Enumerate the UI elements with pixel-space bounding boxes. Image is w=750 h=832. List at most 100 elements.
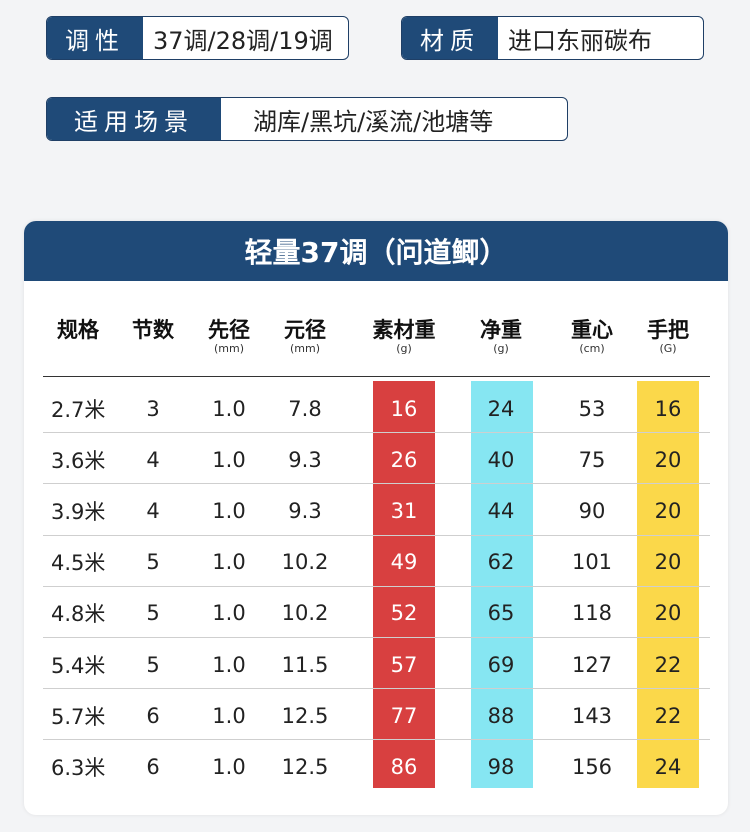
table-cell: 75 <box>578 447 606 472</box>
table-cell: 24 <box>654 755 682 779</box>
column-header-unit: (mm) <box>213 342 244 355</box>
table-cell: 24 <box>487 396 515 421</box>
raw-weight-highlight <box>373 381 435 788</box>
row-divider <box>43 432 710 434</box>
column-header-label: 手把 <box>647 318 689 342</box>
table-cell: 156 <box>571 755 613 779</box>
table-cell: 7.8 <box>288 396 322 421</box>
tone-label: 调性 <box>47 17 143 59</box>
table-title: 轻量37调（问道鲫） <box>24 221 728 281</box>
column-header-label: 规格 <box>57 318 99 342</box>
column-header: 节数 <box>132 314 174 344</box>
column-header-label: 先径 <box>208 318 250 342</box>
table-cell: 101 <box>571 550 613 575</box>
scene-label: 适用场景 <box>47 98 221 140</box>
table-cell: 22 <box>654 703 682 728</box>
table-cell: 20 <box>654 601 682 626</box>
table-cell: 3 <box>146 396 160 421</box>
table-cell: 1.0 <box>212 499 246 523</box>
column-header: 素材重 (g) <box>373 314 436 355</box>
table-cell: 98 <box>487 755 515 779</box>
table-cell: 90 <box>578 499 606 523</box>
table-cell: 1.0 <box>212 703 246 728</box>
table-cell: 86 <box>390 755 418 779</box>
column-header: 元径 (mm) <box>284 314 326 355</box>
scene-value: 湖库/黑坑/溪流/池塘等 <box>253 107 494 136</box>
table-cell: 118 <box>571 601 613 626</box>
table-cell: 65 <box>487 601 515 626</box>
column-header: 净重 (g) <box>480 314 522 355</box>
tone-value: 37调/28调/19调 <box>153 26 333 55</box>
scene-spec: 适用场景 湖库/黑坑/溪流/池塘等 <box>46 97 568 141</box>
column-header-label: 重心 <box>571 318 613 342</box>
table-cell: 20 <box>654 499 682 523</box>
table-cell: 4.8米 <box>51 602 106 627</box>
table-cell: 52 <box>390 601 418 626</box>
column-header: 手把 (G) <box>647 314 689 355</box>
table-cell: 20 <box>654 550 682 575</box>
row-divider <box>43 637 710 638</box>
material-spec: 材质 进口东丽碳布 <box>401 16 704 60</box>
column-header: 规格 <box>57 314 99 344</box>
table-cell: 62 <box>487 550 515 575</box>
table-cell: 1.0 <box>212 447 246 472</box>
column-header-label: 节数 <box>132 318 174 342</box>
table-cell: 12.5 <box>281 755 329 779</box>
table-cell: 3.9米 <box>51 500 106 524</box>
table-cell: 3.6米 <box>51 448 106 473</box>
row-divider <box>43 585 710 587</box>
row-divider <box>43 483 710 485</box>
table-cell: 1.0 <box>212 550 246 575</box>
column-header-unit: (cm) <box>579 342 605 355</box>
table-cell: 20 <box>654 447 682 472</box>
table-cell: 127 <box>571 652 613 677</box>
column-header-unit: (mm) <box>289 342 320 355</box>
table-cell: 44 <box>487 499 515 523</box>
column-header-unit: (g) <box>493 342 509 355</box>
table-cell: 9.3 <box>288 499 322 523</box>
table-cell: 77 <box>390 703 418 728</box>
column-header: 先径 (mm) <box>208 314 250 355</box>
table-cell: 5 <box>146 652 160 677</box>
material-value: 进口东丽碳布 <box>508 26 652 55</box>
table-cell: 1.0 <box>212 601 246 626</box>
table-cell: 26 <box>390 447 418 472</box>
header-divider <box>43 376 710 377</box>
table-cell: 11.5 <box>281 652 329 677</box>
table-cell: 6.3米 <box>51 756 106 780</box>
table-cell: 10.2 <box>281 601 329 626</box>
table-cell: 40 <box>487 447 515 472</box>
table-cell: 5.7米 <box>51 704 106 729</box>
column-header: 重心 (cm) <box>571 314 613 355</box>
table-cell: 9.3 <box>288 447 322 472</box>
table-cell: 4 <box>146 499 160 523</box>
table-cell: 143 <box>571 703 613 728</box>
table-cell: 49 <box>390 550 418 575</box>
table-cell: 10.2 <box>281 550 329 575</box>
table-cell: 16 <box>654 396 682 421</box>
net-weight-highlight <box>471 381 533 788</box>
column-header-label: 元径 <box>284 318 326 342</box>
material-label: 材质 <box>402 17 498 59</box>
table-cell: 5.4米 <box>51 653 106 678</box>
table-cell: 31 <box>390 499 418 523</box>
table-cell: 5 <box>146 601 160 626</box>
table-cell: 5 <box>146 550 160 575</box>
table-cell: 6 <box>146 755 160 779</box>
row-divider <box>43 534 710 536</box>
table-cell: 22 <box>654 652 682 677</box>
table-cell: 4.5米 <box>51 551 106 576</box>
column-header-label: 净重 <box>480 318 522 342</box>
row-divider <box>43 688 710 690</box>
column-header-unit: (G) <box>659 342 677 355</box>
table-cell: 2.7米 <box>51 397 106 422</box>
table-cell: 16 <box>390 396 418 421</box>
table-cell: 53 <box>578 396 606 421</box>
row-divider <box>43 739 710 741</box>
table-cell: 88 <box>487 703 515 728</box>
table-cell: 12.5 <box>281 703 329 728</box>
table-cell: 1.0 <box>212 652 246 677</box>
table-cell: 6 <box>146 703 160 728</box>
handle-highlight <box>637 381 699 788</box>
tone-spec: 调性 37调/28调/19调 <box>46 16 349 60</box>
